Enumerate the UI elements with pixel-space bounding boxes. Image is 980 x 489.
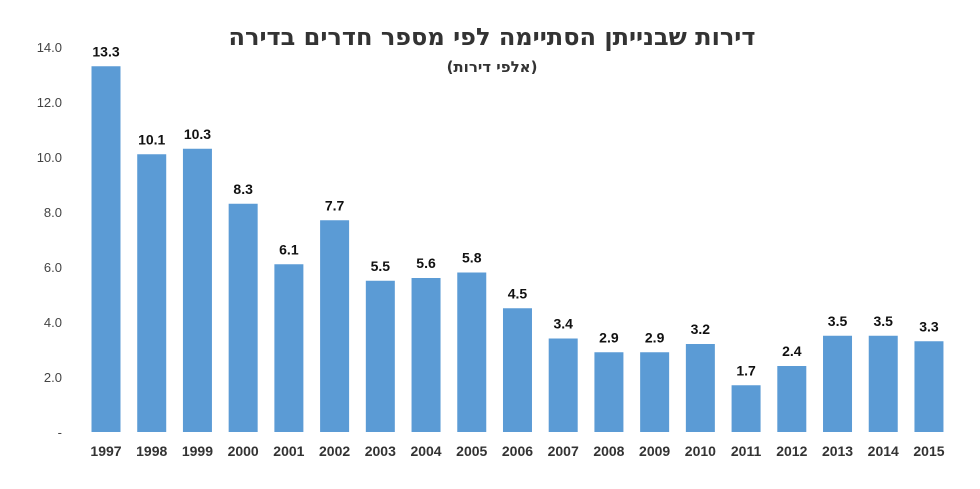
bar-2012	[777, 366, 807, 432]
x-tick-label: 2015	[913, 443, 944, 459]
bar-2007	[548, 338, 578, 432]
bar-2003	[365, 280, 395, 432]
x-tick-label: 1997	[90, 443, 121, 459]
data-label: 7.7	[325, 197, 345, 213]
bar-2008	[594, 352, 624, 432]
chart-subtitle: (אלפי דירות)	[447, 58, 538, 76]
x-tick-label: 2006	[502, 443, 533, 459]
y-tick-label: 4.0	[44, 315, 62, 330]
bar-2000	[228, 203, 258, 432]
data-label: 3.5	[828, 313, 848, 329]
x-tick-label: 1999	[182, 443, 213, 459]
x-tick-label: 2014	[868, 443, 899, 459]
y-tick-label: 2.0	[44, 370, 62, 385]
bar-2011	[731, 385, 761, 432]
bar-1997	[91, 66, 121, 432]
bar-2013	[823, 335, 853, 432]
x-tick-label: 2013	[822, 443, 853, 459]
x-tick-label: 2009	[639, 443, 670, 459]
y-tick-label: 12.0	[37, 95, 62, 110]
bar-2001	[274, 264, 304, 432]
data-label: 8.3	[233, 181, 253, 197]
bar-2009	[640, 352, 670, 432]
x-tick-label: 2002	[319, 443, 350, 459]
x-tick-label: 2004	[410, 443, 441, 459]
x-tick-label: 2000	[228, 443, 259, 459]
data-label: 4.5	[508, 285, 528, 301]
x-tick-label: 2007	[548, 443, 579, 459]
data-label: 3.5	[874, 313, 894, 329]
bar-2015	[914, 341, 944, 432]
data-label: 3.4	[553, 316, 573, 332]
y-tick-label: 6.0	[44, 260, 62, 275]
bar-1999	[182, 148, 212, 432]
data-label: 2.4	[782, 343, 802, 359]
chart-title: דירות שבנייתן הסתיימה לפי מספר חדרים בדי…	[229, 23, 756, 51]
data-label: 2.9	[599, 329, 619, 345]
data-label: 6.1	[279, 241, 299, 257]
x-tick-label: 2011	[731, 443, 762, 459]
bar-2005	[457, 272, 487, 432]
data-label: 2.9	[645, 329, 665, 345]
data-label: 5.6	[416, 255, 436, 271]
bar-2014	[868, 335, 898, 432]
x-tick-label: 2001	[273, 443, 304, 459]
data-label: 3.2	[691, 321, 711, 337]
bar-2002	[320, 220, 350, 432]
y-tick-label: 10.0	[37, 150, 62, 165]
y-tick-label: 14.0	[37, 40, 62, 55]
data-label: 1.7	[736, 362, 756, 378]
bar-2010	[685, 344, 715, 432]
data-label: 10.3	[184, 126, 211, 142]
bar-1998	[137, 154, 167, 432]
data-label: 5.8	[462, 250, 482, 266]
data-label: 5.5	[371, 258, 391, 274]
y-tick-label: 8.0	[44, 205, 62, 220]
bar-2004	[411, 278, 441, 432]
bar-2006	[502, 308, 532, 432]
x-tick-label: 2005	[456, 443, 487, 459]
x-tick-label: 2003	[365, 443, 396, 459]
x-tick-label: 2008	[593, 443, 624, 459]
x-tick-label: 2010	[685, 443, 716, 459]
data-label: 10.1	[138, 131, 165, 147]
data-label: 3.3	[919, 318, 939, 334]
x-tick-label: 2012	[776, 443, 807, 459]
x-tick-label: 1998	[136, 443, 167, 459]
y-tick-label: -	[58, 425, 62, 440]
data-label: 13.3	[92, 43, 119, 59]
